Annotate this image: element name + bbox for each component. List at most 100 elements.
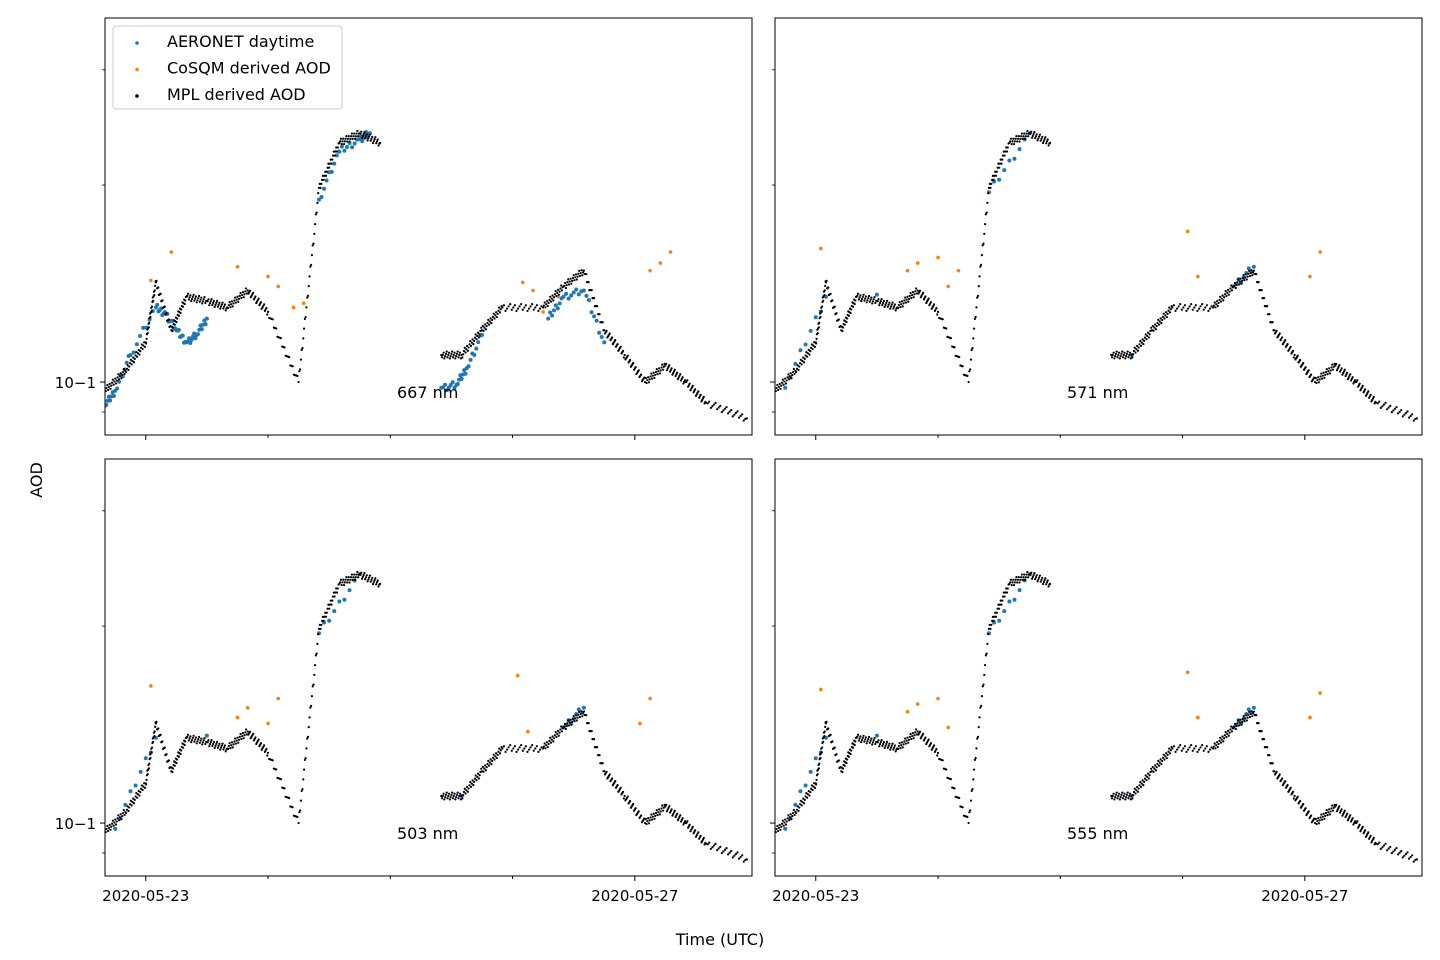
data-point	[453, 792, 456, 795]
data-point	[1020, 132, 1023, 135]
data-point	[320, 182, 323, 185]
data-point	[442, 351, 445, 354]
data-point	[783, 385, 788, 390]
data-point	[377, 144, 380, 147]
data-point	[1415, 858, 1419, 861]
data-point	[679, 379, 683, 382]
data-point	[331, 158, 334, 161]
data-point	[1252, 712, 1255, 715]
data-point	[368, 133, 372, 136]
data-point	[150, 305, 154, 308]
data-point	[565, 284, 568, 287]
data-point	[482, 329, 485, 332]
data-point	[949, 778, 953, 781]
data-point	[347, 576, 350, 579]
data-point	[987, 192, 990, 195]
data-point	[791, 814, 794, 818]
legend-entry: CoSQM derived AOD	[167, 59, 331, 78]
data-point	[1143, 336, 1147, 339]
data-point	[1024, 135, 1027, 138]
data-point	[1201, 302, 1204, 306]
data-point	[719, 845, 722, 848]
data-point	[1319, 375, 1322, 378]
axes-frame	[774, 17, 1423, 436]
axes-frame	[104, 17, 753, 436]
data-point	[557, 293, 560, 296]
data-point	[990, 182, 993, 185]
data-point	[896, 306, 900, 310]
data-point	[1014, 137, 1017, 140]
data-point	[691, 825, 694, 828]
data-point	[730, 849, 733, 853]
data-point	[145, 342, 148, 345]
data-point	[879, 300, 882, 303]
data-point	[1239, 277, 1242, 280]
data-point	[731, 415, 734, 418]
data-point	[1386, 849, 1389, 852]
data-point	[1252, 710, 1255, 713]
data-point	[136, 796, 139, 799]
data-point	[888, 742, 891, 745]
data-point	[1016, 137, 1020, 140]
data-point	[148, 762, 151, 765]
data-point	[1389, 404, 1392, 407]
data-point	[898, 742, 901, 745]
data-point	[450, 380, 455, 385]
data-point	[214, 744, 217, 747]
data-point	[886, 305, 889, 308]
data-point	[1356, 379, 1359, 382]
data-point	[276, 284, 281, 289]
data-point	[1146, 334, 1149, 338]
data-point	[531, 302, 534, 306]
data-point	[574, 717, 577, 720]
data-point	[656, 373, 659, 376]
data-point	[298, 811, 301, 814]
data-point	[309, 706, 312, 709]
data-point	[107, 826, 111, 829]
data-point	[1237, 719, 1240, 722]
data-point	[476, 772, 480, 775]
data-point	[1397, 853, 1400, 856]
data-point	[322, 619, 325, 622]
data-point	[1335, 362, 1338, 365]
data-point	[1244, 714, 1248, 717]
data-point	[1239, 718, 1242, 721]
data-point	[778, 382, 781, 385]
data-point	[1324, 811, 1328, 815]
data-point	[1251, 274, 1254, 277]
data-point	[1117, 794, 1120, 798]
data-point	[849, 311, 852, 315]
data-point	[1042, 580, 1045, 584]
data-point	[481, 324, 484, 328]
data-point	[976, 294, 980, 297]
data-point	[545, 744, 548, 747]
data-point	[789, 372, 792, 375]
data-point	[515, 309, 518, 313]
data-point	[1148, 774, 1151, 777]
data-point	[196, 299, 199, 302]
data-point	[321, 615, 324, 618]
data-point	[325, 611, 328, 614]
data-point	[347, 135, 350, 138]
data-point	[1313, 821, 1317, 825]
data-point	[347, 588, 352, 593]
data-point	[515, 673, 520, 678]
data-point	[377, 585, 380, 588]
data-point	[283, 346, 286, 349]
data-point	[985, 652, 988, 655]
data-point	[728, 410, 731, 413]
data-point	[342, 583, 346, 587]
data-point	[849, 752, 852, 756]
data-point	[647, 817, 650, 820]
data-point	[649, 375, 652, 378]
data-point	[1218, 298, 1221, 301]
data-point	[490, 322, 493, 325]
data-point	[520, 280, 525, 285]
data-point	[1193, 747, 1196, 750]
data-point	[548, 298, 551, 301]
data-point	[804, 354, 807, 357]
data-point	[441, 353, 444, 357]
data-point	[594, 318, 599, 323]
data-point	[128, 362, 132, 365]
data-point	[712, 844, 716, 847]
